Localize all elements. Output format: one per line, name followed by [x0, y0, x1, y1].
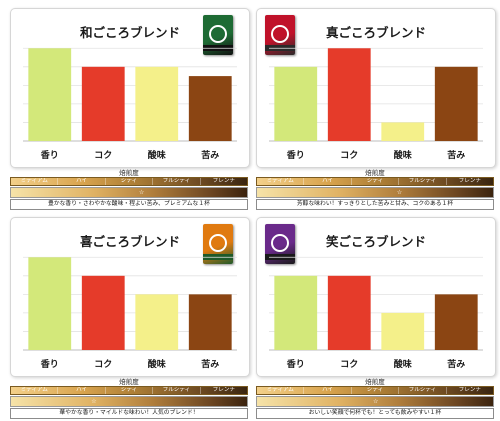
roast-level-label: フルシティ [399, 387, 447, 394]
chart-title: 笑ごころブレンド [325, 234, 426, 249]
roast-caption: 焙煎度 [119, 169, 139, 177]
category-label: 香り [286, 358, 305, 370]
bar-1 [28, 257, 72, 350]
category-label: 苦み [201, 149, 219, 161]
category-label: コク [94, 150, 112, 161]
roast-marker-icon: ☆ [373, 398, 379, 405]
roast-level-label: フレンチ [212, 387, 236, 393]
bar-4 [188, 294, 232, 350]
roast-level-label: ハイ [58, 178, 106, 185]
roast-level-label: ハイ [304, 387, 352, 394]
blend-panel-yorokokoro: 喜ごころブレンド香り コク 酸味 苦み焙煎度ミディアム ハイ シティ フルシティ フレンチ ☆ 華… [10, 217, 250, 421]
bar-1 [274, 275, 318, 350]
roast-level-label: シティ [352, 178, 400, 185]
bar-chart: 香り コク 酸味 苦み [23, 256, 237, 370]
category-label: コク [340, 359, 358, 370]
roast-level-label: ミディアム [257, 387, 305, 394]
category-label: 酸味 [394, 358, 412, 370]
chart-card: 真ごころブレンド香り コク 酸味 苦み [256, 8, 496, 168]
blend-description: 華やかな香り・マイルドな味わい！人気のブレンド！ [10, 408, 248, 419]
blend-panel-egokoro: 笑ごころブレンド香り コク 酸味 苦み焙煎度ミディアム ハイ シティ フルシティ フレンチ ☆ お… [256, 217, 496, 421]
category-label: 香り [40, 149, 59, 161]
roast-level-label: ミディアム [257, 178, 305, 185]
blend-description: おいしい笑顔で何杯でも！とっても飲みやすい１杯 [256, 408, 494, 419]
category-label: 酸味 [394, 149, 412, 161]
roast-level-label: フルシティ [153, 387, 201, 394]
bar-chart: 香り コク 酸味 苦み [269, 47, 483, 161]
chart-card: 笑ごころブレンド香り コク 酸味 苦み [256, 217, 496, 377]
roast-level-scale: ミディアム ハイ シティ フルシティ フレンチ [10, 386, 248, 395]
roast-level-label: シティ [106, 387, 154, 394]
category-label: コク [94, 359, 112, 370]
category-label: 苦み [447, 149, 465, 161]
roast-gauge: ☆ [10, 396, 248, 407]
category-label: 酸味 [148, 149, 166, 161]
bar-chart: 香り コク 酸味 苦み [269, 256, 483, 370]
chart-card: 和ごころブレンド香り コク 酸味 苦み [10, 8, 250, 168]
roast-level-label: シティ [106, 178, 154, 185]
roast-level-label: ミディアム [11, 178, 59, 185]
bar-2 [327, 48, 371, 141]
roast-level-label: フレンチ [458, 387, 482, 393]
package-logo-icon [271, 25, 289, 43]
bar-4 [188, 76, 232, 141]
roast-level-label: フレンチ [212, 178, 236, 184]
bar-4 [434, 66, 478, 141]
category-label: 苦み [201, 358, 219, 370]
roast-caption: 焙煎度 [365, 169, 385, 177]
bar-4 [434, 294, 478, 350]
bar-chart: 香り コク 酸味 苦み [23, 47, 237, 161]
roast-marker-icon: ☆ [91, 398, 97, 405]
bar-3 [135, 294, 179, 350]
category-label: コク [340, 150, 358, 161]
roast-marker-icon: ☆ [396, 189, 403, 196]
package-logo-icon [209, 25, 227, 43]
roast-marker-icon: ☆ [138, 189, 145, 196]
category-label: 苦み [447, 358, 465, 370]
bar-3 [381, 122, 425, 141]
roast-level-scale: ミディアム ハイ シティ フルシティ フレンチ [256, 177, 494, 186]
bar-2 [327, 275, 371, 350]
package-logo-icon [209, 234, 227, 252]
category-label: 香り [40, 358, 59, 370]
category-label: 酸味 [148, 358, 166, 370]
bar-1 [28, 48, 72, 141]
blend-description: 芳醇な味わい！すっきりとした苦みと甘み、コクのある１杯 [256, 199, 494, 210]
blend-panel-magokoro: 真ごころブレンド香り コク 酸味 苦み焙煎度ミディアム ハイ シティ フルシティ フレンチ ☆ 芳… [256, 8, 496, 212]
roast-level-label: フルシティ [399, 178, 447, 185]
roast-level-label: ハイ [304, 178, 352, 185]
category-label: 香り [286, 149, 305, 161]
roast-level-label: シティ [352, 387, 400, 394]
chart-card: 喜ごころブレンド香り コク 酸味 苦み [10, 217, 250, 377]
roast-gauge: ☆ [10, 187, 248, 198]
chart-title: 喜ごころブレンド [79, 234, 180, 249]
bar-2 [81, 275, 125, 350]
package-logo-icon [271, 234, 289, 252]
bar-1 [274, 66, 318, 141]
chart-title: 和ごころブレンド [79, 25, 180, 40]
roast-level-label: フレンチ [458, 178, 482, 184]
blend-description: 豊かな香り・さわやかな酸味・程よい苦み、プレミアムな１杯 [10, 199, 248, 210]
roast-level-label: ミディアム [11, 387, 59, 394]
roast-caption: 焙煎度 [119, 378, 139, 386]
chart-title: 真ごころブレンド [325, 25, 426, 40]
roast-level-label: フルシティ [153, 178, 201, 185]
blend-panel-wagokoro: 和ごころブレンド香り コク 酸味 苦み焙煎度ミディアム ハイ シティ フルシティ フレンチ ☆ 豊… [10, 8, 250, 212]
bar-2 [81, 66, 125, 141]
roast-gauge: ☆ [256, 396, 494, 407]
roast-level-scale: ミディアム ハイ シティ フルシティ フレンチ [10, 177, 248, 186]
roast-gauge: ☆ [256, 187, 494, 198]
roast-level-scale: ミディアム ハイ シティ フルシティ フレンチ [256, 386, 494, 395]
bar-3 [381, 312, 425, 350]
roast-level-label: ハイ [58, 387, 106, 394]
bar-3 [135, 66, 179, 141]
roast-caption: 焙煎度 [365, 378, 385, 386]
